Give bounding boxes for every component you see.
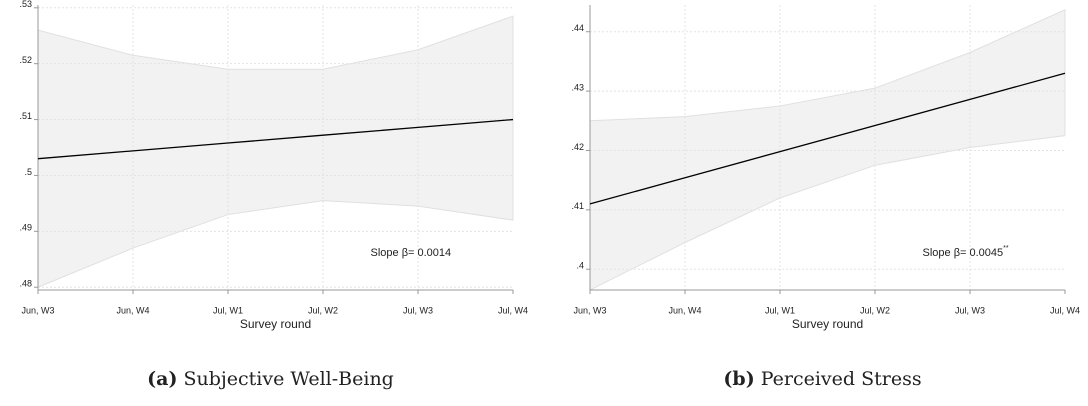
estimate-line (589, 72, 1066, 205)
x-tick-label: Jun, W4 (116, 305, 149, 315)
y-tick-label: .42 (571, 142, 584, 152)
y-tick-label: .49 (19, 223, 32, 233)
annotation-text: Slope β= 0.0045 (923, 247, 1004, 259)
caption-label: (a) (147, 368, 177, 390)
x-tick-label: Jul, W4 (498, 305, 528, 315)
y-tick-label: .51 (19, 111, 32, 121)
y-tick-label: .44 (571, 23, 584, 33)
y-tick-label: .5 (24, 167, 32, 177)
x-tick-label: Jun, W3 (573, 305, 606, 315)
x-tick-label: Jun, W4 (668, 305, 701, 315)
x-tick-label: Jul, W3 (403, 305, 433, 315)
annotation-stars: ** (1003, 245, 1009, 252)
y-tick-label: .52 (19, 55, 32, 65)
annotation: Slope β= 0.0014 (371, 247, 452, 259)
caption-text: Perceived Stress (761, 368, 922, 390)
y-tick-label: .41 (571, 201, 584, 211)
x-tick-label: Jul, W4 (1050, 305, 1080, 315)
caption-label: (b) (723, 368, 754, 390)
y-tick-label: .4 (576, 261, 584, 271)
y-tick-label: .43 (571, 82, 584, 92)
y-tick-label: .48 (19, 279, 32, 289)
annotation-text: Slope β= 0.0014 (371, 247, 452, 259)
caption: (b) Perceived Stress (723, 368, 921, 390)
estimate-line (37, 118, 514, 160)
y-tick-label: .53 (19, 0, 32, 9)
x-tick-label: Jun, W3 (21, 305, 54, 315)
x-tick-label: Jul, W1 (765, 305, 795, 315)
annotation: Slope β= 0.0045** (923, 245, 1009, 259)
x-axis-label: Survey round (240, 317, 311, 331)
x-tick-label: Jul, W3 (955, 305, 985, 315)
caption: (a) Subjective Well-Being (147, 368, 394, 390)
caption-text: Subjective Well-Being (183, 368, 393, 390)
x-tick-label: Jul, W2 (308, 305, 338, 315)
chart: .4 .41 .42 .43 .44 Jun, W3 Jun, W4 Jul, W1 Jul, … (571, 5, 1080, 390)
x-tick-label: Jul, W2 (860, 305, 890, 315)
chart: .48 .49 .5 .51 .52 .53 Jun, W3 Jun, W4 Jul, W1 Ju… (19, 0, 528, 390)
x-tick-label: Jul, W1 (213, 305, 243, 315)
x-axis-label: Survey round (792, 317, 863, 331)
